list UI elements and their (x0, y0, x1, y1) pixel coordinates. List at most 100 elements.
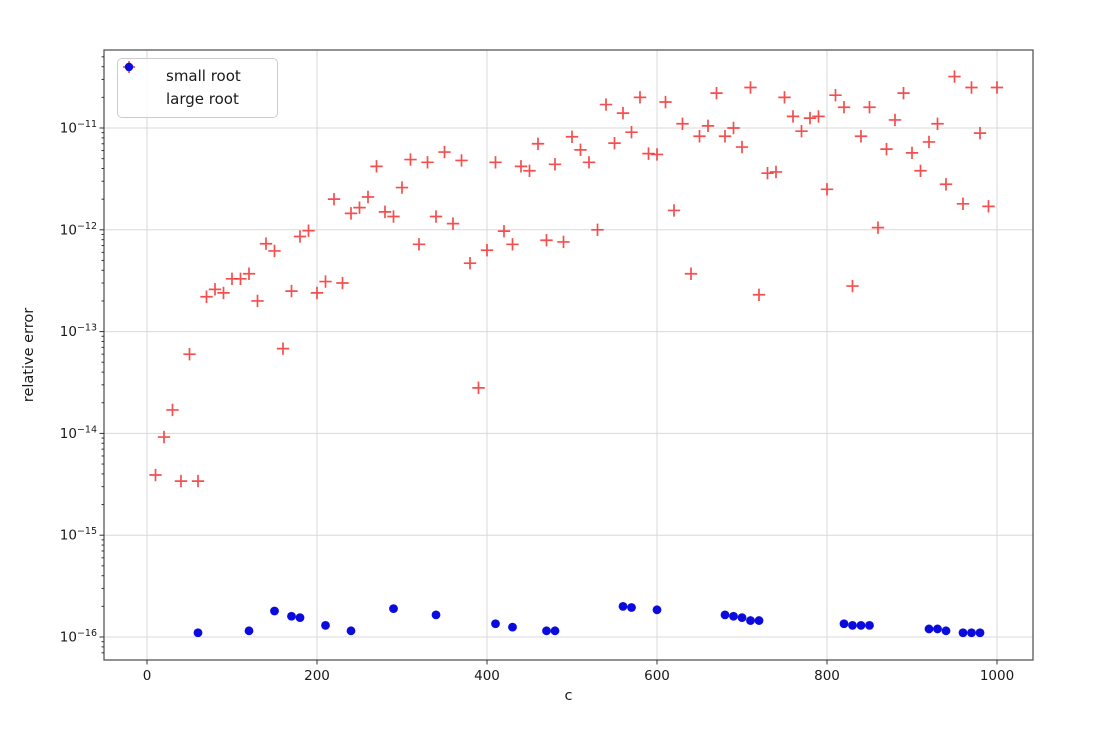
series-large-root (193, 601, 985, 638)
data-point-large-root (941, 626, 951, 636)
data-point-small-root (200, 290, 213, 303)
data-point-small-root (778, 91, 791, 104)
data-point-small-root (633, 91, 647, 104)
x-tick-label: 600 (644, 668, 670, 684)
data-point-large-root (244, 626, 254, 636)
data-point-small-root (540, 234, 553, 247)
data-point-large-root (627, 603, 636, 612)
data-point-large-root (321, 621, 330, 630)
data-point-small-root (506, 238, 519, 251)
data-point-small-root (353, 201, 366, 214)
data-point-large-root (856, 621, 866, 630)
data-point-small-root (251, 294, 264, 308)
y-tick-label: 10−11 (60, 119, 97, 137)
dot-glyph (124, 62, 134, 72)
data-point-small-root (948, 70, 961, 83)
data-point-small-root (990, 81, 1004, 94)
legend: small root large root (117, 58, 278, 118)
data-point-small-root (523, 164, 536, 177)
data-point-small-root (557, 235, 570, 249)
data-point-small-root (973, 126, 987, 140)
data-point-small-root (344, 207, 358, 220)
data-point-small-root (370, 160, 383, 173)
data-point-small-root (157, 430, 171, 444)
data-point-large-root (389, 604, 398, 614)
data-point-small-root (693, 130, 706, 143)
data-point-small-root (234, 272, 247, 286)
data-point-large-root (346, 626, 356, 636)
data-point-small-root (191, 474, 205, 488)
data-point-small-root (497, 224, 511, 238)
legend-label-small-root: small root (166, 67, 241, 86)
data-point-small-root (795, 125, 808, 138)
data-point-small-root (659, 95, 672, 109)
data-point-small-root (429, 210, 443, 223)
data-point-small-root (446, 217, 460, 230)
data-point-small-root (701, 119, 715, 133)
data-point-large-root (975, 628, 985, 638)
data-point-large-root (720, 610, 730, 620)
data-point-large-root (431, 610, 441, 620)
data-point-small-root (361, 190, 375, 204)
data-point-large-root (933, 624, 942, 634)
data-point-small-root (718, 130, 732, 143)
data-point-small-root (676, 117, 689, 130)
data-point-small-root (463, 256, 477, 270)
data-point-small-root (531, 137, 545, 150)
data-point-large-root (542, 626, 551, 636)
data-point-small-root (310, 286, 324, 300)
data-point-large-root (270, 606, 279, 616)
legend-item-large-root: large root (124, 62, 268, 108)
legend-item-small-root: small root (123, 61, 268, 86)
data-point-large-root (508, 622, 517, 632)
data-point-small-root (242, 267, 256, 280)
data-point-large-root (618, 601, 628, 611)
data-point-large-root (848, 621, 857, 630)
data-point-small-root (489, 156, 502, 169)
data-point-small-root (761, 166, 774, 180)
data-point-small-root (582, 156, 596, 169)
data-point-small-root (769, 165, 783, 179)
data-point-large-root (550, 626, 560, 636)
data-point-small-root (863, 101, 876, 114)
data-point-large-root (754, 616, 764, 625)
y-tick-label: 10−14 (60, 424, 97, 442)
x-tick-label: 0 (143, 668, 152, 684)
data-point-small-root (387, 210, 400, 223)
y-tick-label: 10−16 (60, 628, 97, 646)
data-point-small-root (548, 158, 562, 171)
y-tick-label: 10−13 (60, 323, 97, 341)
data-point-small-root (166, 403, 179, 417)
data-point-small-root (438, 145, 451, 159)
data-point-large-root (193, 628, 203, 638)
data-point-small-root (217, 286, 230, 300)
data-point-large-root (967, 628, 976, 638)
data-point-small-root (319, 275, 332, 288)
data-point-small-root (931, 117, 944, 130)
data-point-small-root (965, 81, 978, 94)
data-point-large-root (737, 613, 747, 623)
data-point-small-root (752, 288, 766, 301)
data-point-small-root (905, 146, 919, 160)
data-point-small-root (888, 113, 902, 127)
data-point-large-root (746, 616, 755, 625)
data-point-small-root (956, 197, 970, 211)
data-point-small-root (574, 143, 587, 157)
data-point-small-root (939, 178, 953, 191)
data-point-small-root (820, 183, 834, 196)
data-point-small-root (710, 86, 723, 100)
plot-border (103, 49, 1034, 661)
legend-label-large-root: large root (166, 89, 239, 108)
data-point-small-root (854, 130, 868, 143)
data-point-small-root (684, 267, 698, 280)
data-point-small-root (268, 244, 281, 258)
gridlines (104, 50, 1033, 660)
data-point-small-root (786, 110, 800, 123)
data-point-small-root (829, 88, 842, 102)
data-point-small-root (208, 283, 222, 296)
data-point-small-root (395, 181, 409, 194)
data-point-small-root (744, 81, 757, 94)
data-point-small-root (565, 130, 579, 143)
data-point-small-root (897, 86, 910, 100)
data-point-large-root (924, 624, 934, 634)
